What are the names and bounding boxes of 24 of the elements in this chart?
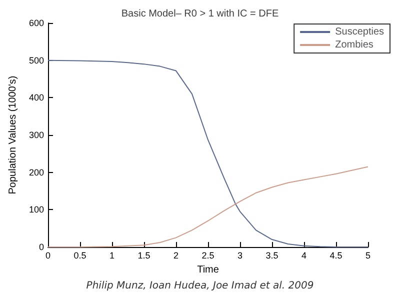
text: Philip Munz, Ioan Hudea, Joe Imad et al. 2009 [86, 280, 314, 292]
y-tick-label: 0 [38, 242, 44, 252]
y-axis-title: Population Values (1000's) [8, 76, 19, 194]
y-tick-label: 500 [28, 55, 44, 66]
y-tick-label: 600 [28, 18, 44, 28]
x-tick-label: 2.5 [202, 250, 214, 260]
y-tick-label: 100 [28, 204, 44, 215]
x-tick-label: 3.5 [266, 250, 278, 260]
x-tick-label: 4.5 [330, 250, 342, 260]
x-tick-label: 1.5 [138, 250, 150, 260]
x-tick-label: 5 [365, 250, 371, 260]
x-tick-label: 3 [237, 250, 243, 260]
x-tick-label: 2 [173, 250, 179, 260]
chart-title: Basic Model– R0 > 1 with IC = DFE [121, 8, 279, 20]
legend-label: Zombies [335, 40, 374, 50]
x-tick-label: 4 [301, 250, 307, 260]
x-axis-title: Time [197, 264, 220, 276]
x-tick-label: 1 [109, 250, 115, 260]
legend-label: Suscepties [335, 26, 384, 38]
y-tick-label: 300 [28, 130, 44, 140]
x-tick-label: 0 [45, 250, 51, 260]
y-tick-label: 200 [28, 167, 44, 178]
y-tick-label: 400 [28, 92, 44, 103]
x-tick-label: 0.5 [74, 250, 86, 260]
